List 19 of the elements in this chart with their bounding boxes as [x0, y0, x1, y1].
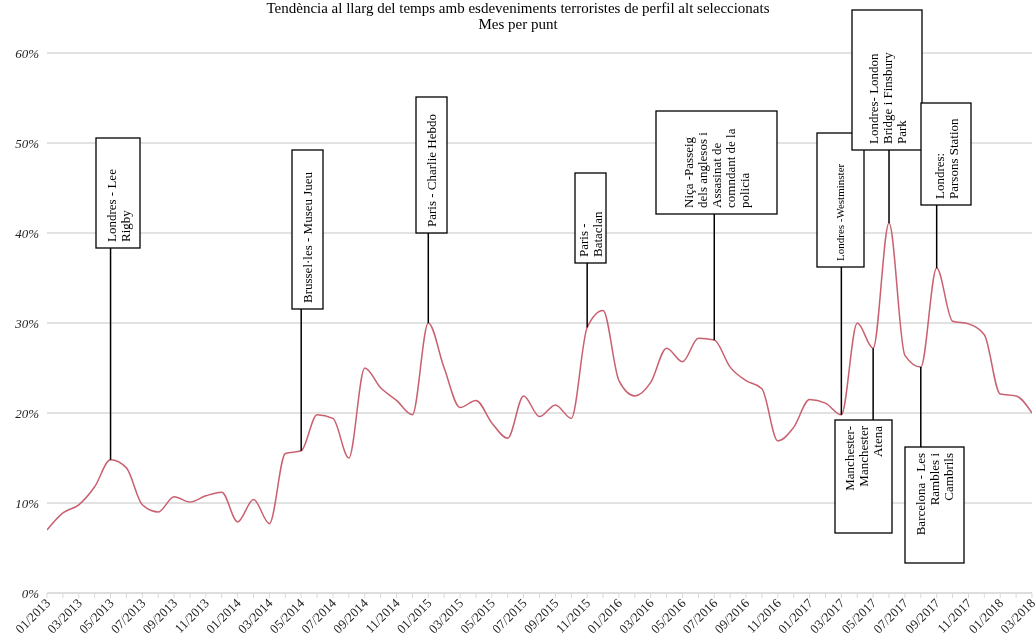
- annotation: Paris - Charlie Hebdo: [424, 113, 440, 227]
- annotation: Londres - Lee Rigby: [103, 168, 133, 242]
- annotation: Manchester- Manchester Atena: [842, 425, 886, 491]
- y-tick-label: 40%: [15, 225, 40, 241]
- annotation: Londres- London Bridge i Finsbury Park: [865, 51, 909, 144]
- annotation: Londres -Westminster: [834, 163, 847, 261]
- annotation: Barcelona - Les Rambles i Cambrils: [913, 452, 957, 536]
- annotation: Brussel·les - Museu Jueu: [300, 171, 316, 303]
- annotation: Niça -Passeig dels anglesos i Assasinat de comndant de la policia: [681, 128, 753, 208]
- y-tick-label: 60%: [15, 45, 40, 61]
- y-tick-label: 50%: [15, 135, 40, 151]
- y-tick-label: 30%: [14, 315, 40, 331]
- y-tick-label: 10%: [15, 495, 40, 511]
- chart-subtitle: Mes per punt: [477, 16, 559, 32]
- annotation: Paris - Bataclan: [576, 211, 606, 257]
- annotation: Londres: Parsons Station: [931, 117, 961, 199]
- chart-title: Tendència al llarg del temps amb esdeveniments terroristes de perfil alt seleccionats: [265, 0, 771, 16]
- y-tick-label: 20%: [15, 405, 40, 421]
- y-tick-label: 0%: [21, 585, 40, 601]
